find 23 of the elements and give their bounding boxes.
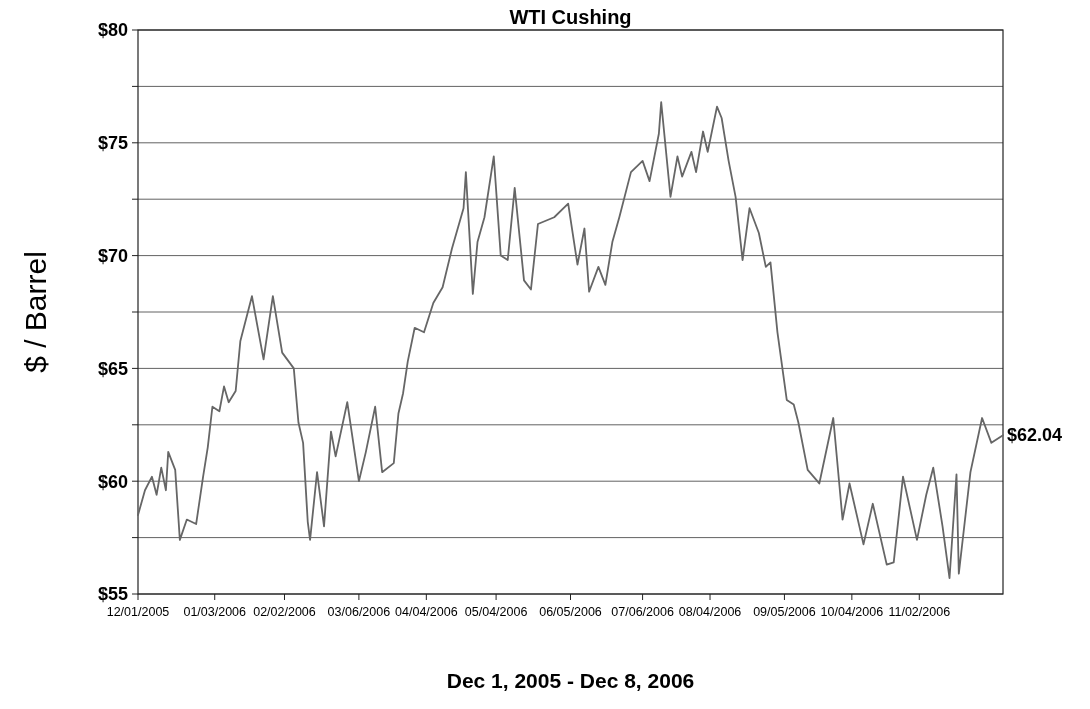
y-tick-label: $65 bbox=[97, 358, 128, 379]
y-tick-label: $55 bbox=[97, 584, 128, 605]
x-tick-label: 10/04/2006 bbox=[820, 605, 884, 619]
annotation: $62.04 bbox=[1007, 425, 1063, 446]
y-axis-title: $ / Barrel bbox=[19, 251, 52, 373]
x-tick-label: 07/06/2006 bbox=[611, 605, 674, 619]
y-tick-label: $70 bbox=[97, 245, 128, 266]
x-tick-label: 06/05/2006 bbox=[539, 605, 602, 619]
x-tick-label: 11/02/2006 bbox=[888, 605, 951, 619]
x-tick-label: 05/04/2006 bbox=[464, 605, 528, 619]
chart-title: WTI Cushing bbox=[509, 6, 632, 28]
y-tick-label: $80 bbox=[97, 20, 128, 41]
x-tick-label: 08/04/2006 bbox=[678, 605, 742, 619]
y-tick-label: $75 bbox=[97, 133, 128, 154]
x-tick-label: 01/03/2006 bbox=[183, 605, 247, 619]
x-tick-label: 03/06/2006 bbox=[327, 605, 391, 619]
x-tick-label: 12/01/2005 bbox=[106, 605, 170, 619]
x-tick-label: 04/04/2006 bbox=[395, 605, 458, 619]
x-tick-label: 02/02/2006 bbox=[253, 605, 316, 619]
x-tick-label: 09/05/2006 bbox=[753, 605, 816, 619]
y-tick-label: $60 bbox=[97, 471, 128, 492]
x-axis-title: Dec 1, 2005 - Dec 8, 2006 bbox=[446, 669, 695, 692]
line-series bbox=[137, 101, 1004, 580]
